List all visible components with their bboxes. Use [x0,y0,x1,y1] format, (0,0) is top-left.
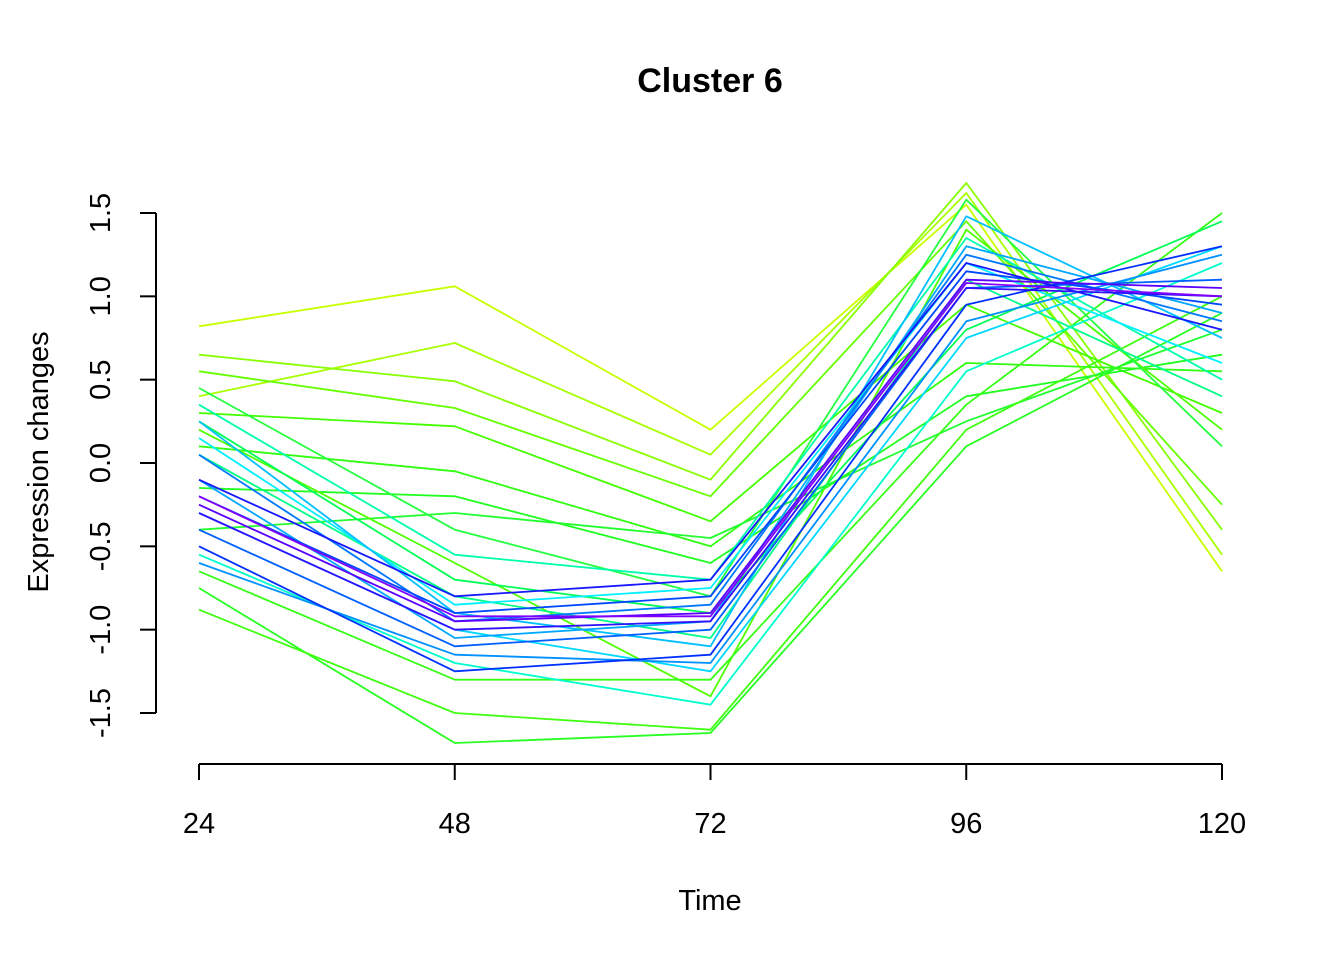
y-tick-label-2: -0.5 [85,521,117,571]
series-line-3 [198,182,1223,531]
y-tick-label-1: -1.0 [85,605,117,655]
series-line-29 [198,278,1223,623]
y-tick-label-3: 0.0 [85,443,117,483]
x-axis: 24 48 72 96 120 [183,763,1246,840]
series-line-30 [198,282,1223,618]
series-line-20 [198,215,1223,648]
series-line-1 [198,203,1223,572]
x-tick-label-0: 24 [183,808,215,840]
y-axis: -1.5 -1.0 -0.5 0.0 0.5 1.0 1.5 [85,193,157,738]
series-line-10 [198,295,1223,731]
y-tick-label-6: 1.5 [85,193,117,233]
series-line-11 [198,228,1223,698]
x-tick-label-1: 48 [439,808,471,840]
series-line-6 [198,362,1223,548]
x-tick-label-2: 72 [694,808,726,840]
series-line-22 [198,253,1223,664]
x-tick-label-3: 96 [950,808,982,840]
chart-title: Cluster 6 [637,62,783,100]
series-line-2 [198,192,1223,556]
y-tick-label-4: 0.5 [85,360,117,400]
series-line-23 [198,253,1223,623]
series-line-8 [198,328,1223,539]
series-line-18 [198,262,1223,606]
series-line-27 [198,262,1223,598]
y-axis-label: Expression changes [23,331,55,592]
series-line-4 [198,220,1223,506]
series-line-9 [198,312,1223,744]
x-axis-label: Time [678,885,741,917]
y-tick-label-5: 1.0 [85,276,117,316]
y-tick-label-0: -1.5 [85,688,117,738]
series-line-12 [198,212,1223,681]
series-lines [198,182,1223,744]
x-tick-label-4: 120 [1198,808,1246,840]
series-line-7 [198,353,1223,564]
series-line-28 [198,287,1223,631]
series-line-17 [198,262,1223,706]
